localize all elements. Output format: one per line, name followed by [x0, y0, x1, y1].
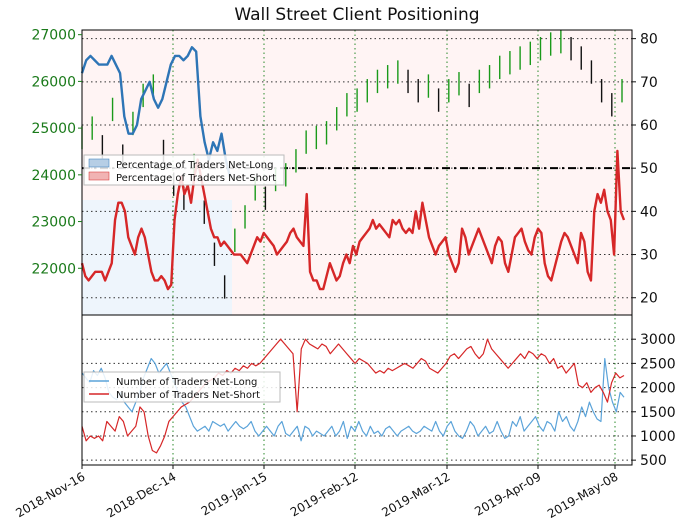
bottom-legend-box — [83, 371, 281, 403]
x-tick-label-2: 2019-Jan-15 — [199, 469, 270, 518]
top-legend-swatch-1 — [88, 171, 110, 181]
price-tick-label-1: 23000 — [31, 215, 76, 231]
count-tick-label-5: 3000 — [640, 332, 676, 348]
count-tick-label-1: 1000 — [640, 429, 676, 445]
percent-tick-label-5: 70 — [640, 75, 658, 91]
count-tick-label-3: 2000 — [640, 381, 676, 397]
x-tick-label-1: 2018-Dec-14 — [104, 469, 178, 520]
percent-tick-label-0: 20 — [640, 291, 658, 307]
count-tick-label-0: 500 — [640, 453, 667, 469]
percent-tick-label-1: 30 — [640, 248, 658, 264]
series-percent-net-short-line — [80, 149, 626, 291]
x-tick-label-3: 2019-Feb-12 — [288, 469, 361, 519]
top-legend-label-0: Percentage of Traders Net-Long — [116, 160, 274, 171]
x-tick-label-0: 2018-Nov-16 — [13, 469, 87, 520]
price-tick-label-4: 26000 — [31, 74, 76, 90]
price-tick-label-3: 25000 — [31, 121, 76, 137]
price-tick-label-2: 24000 — [31, 168, 76, 184]
percent-tick-label-3: 50 — [640, 161, 658, 177]
top-legend-box — [83, 154, 285, 186]
x-tick-label-5: 2019-Apr-09 — [472, 469, 543, 518]
series-count-net-short-line — [81, 338, 625, 454]
net-long-shade-region — [82, 200, 232, 315]
series-percent-net-long-line — [80, 46, 232, 178]
percent-tick-label-2: 40 — [640, 204, 658, 220]
bottom-panel-frame — [81, 314, 633, 466]
price-tick-label-0: 22000 — [31, 261, 76, 277]
x-tick-label-4: 2019-Mar-12 — [379, 469, 452, 519]
percent-tick-label-4: 60 — [640, 118, 658, 134]
bottom-legend-label-1: Number of Traders Net-Short — [116, 390, 260, 401]
bottom-legend-label-0: Number of Traders Net-Long — [116, 377, 257, 388]
percent-tick-label-6: 80 — [640, 32, 658, 48]
x-tick-label-6: 2019-May-08 — [545, 469, 620, 520]
count-tick-label-2: 1500 — [640, 405, 676, 421]
price-tick-label-5: 27000 — [31, 28, 76, 44]
chart-title: Wall Street Client Positioning — [234, 5, 479, 25]
top-legend-label-1: Percentage of Traders Net-Short — [116, 173, 276, 184]
count-tick-label-4: 2500 — [640, 356, 676, 372]
top-legend-swatch-0 — [88, 158, 110, 168]
